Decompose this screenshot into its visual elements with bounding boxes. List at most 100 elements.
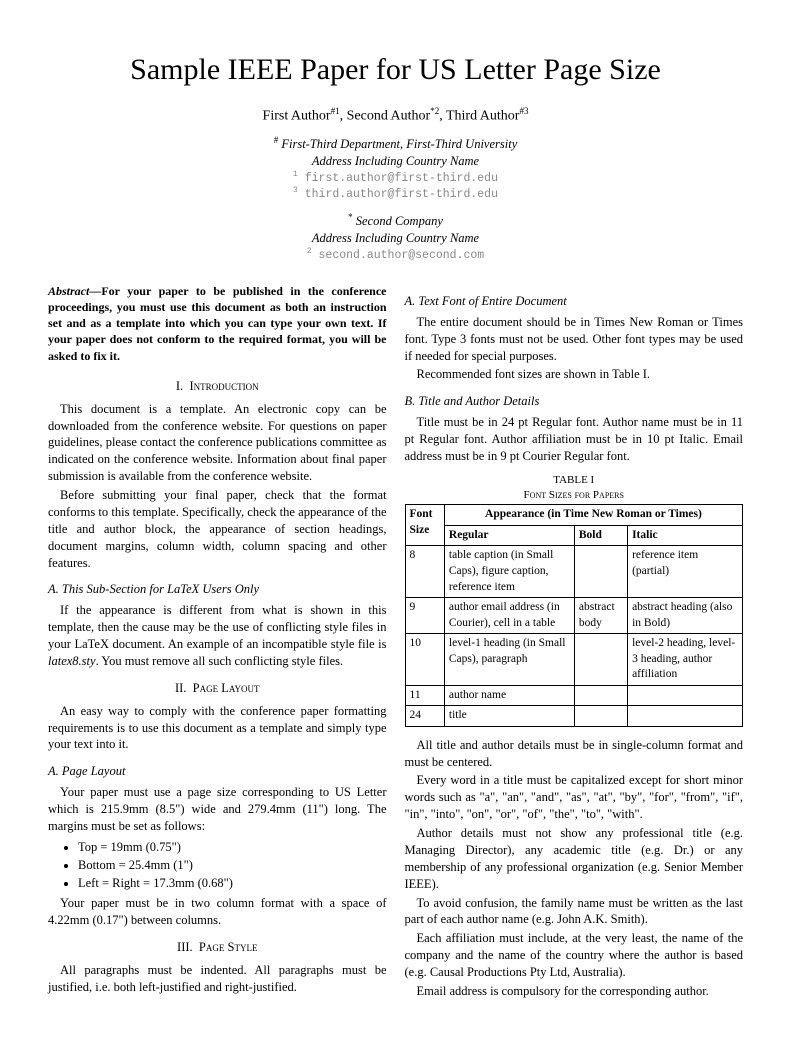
cell-size: 8	[405, 546, 444, 598]
cell-italic: abstract heading (also in Bold)	[628, 598, 743, 634]
aff1-line1: First-Third Department, First-Third Univ…	[281, 137, 517, 151]
s3B-p5: To avoid confusion, the family name must…	[405, 895, 744, 929]
cell-regular: author name	[444, 685, 574, 706]
s3B-p4: Author details must not show any profess…	[405, 825, 744, 893]
sep: ,	[439, 108, 446, 123]
email3: third.author@first-third.edu	[305, 188, 498, 201]
sep: ,	[340, 108, 347, 123]
cell-size: 10	[405, 634, 444, 686]
email1: first.author@first-third.edu	[305, 172, 498, 185]
th-appearance: Appearance (in Time New Roman or Times)	[444, 505, 742, 526]
author-1: First Author	[263, 108, 331, 123]
abstract-label: Abstract—	[48, 284, 101, 298]
author-3-sup: #3	[519, 106, 528, 116]
table-header-row-1: Font Size Appearance (in Time New Roman …	[405, 505, 743, 526]
cell-size: 9	[405, 598, 444, 634]
s3B-p6: Each affiliation must include, at the ve…	[405, 930, 744, 981]
section-2-heading: II. Page Layout	[48, 680, 387, 697]
author-line: First Author#1, Second Author*2, Third A…	[48, 105, 743, 127]
section-3-title: Page Style	[199, 940, 258, 954]
cell-regular: title	[444, 706, 574, 727]
left-column: Abstract—For your paper to be published …	[48, 283, 387, 1002]
th-bold: Bold	[574, 525, 627, 546]
section-2-num: II.	[175, 681, 186, 695]
section-3-num: III.	[177, 940, 193, 954]
cell-size: 24	[405, 706, 444, 727]
margins-list: Top = 19mm (0.75") Bottom = 25.4mm (1") …	[78, 839, 387, 892]
s3B-p2: All title and author details must be in …	[405, 737, 744, 771]
section-1-heading: I. Introduction	[48, 378, 387, 395]
s3A-p1: The entire document should be in Times N…	[405, 314, 744, 365]
s3B-p3: Every word in a title must be capitalize…	[405, 772, 744, 823]
two-column-body: Abstract—For your paper to be published …	[48, 283, 743, 1002]
aff2-line1: Second Company	[356, 214, 443, 228]
section-3B-heading: B. Title and Author Details	[405, 393, 744, 410]
table-caption: TABLE I Font Sizes for Papers	[405, 473, 744, 503]
section-1-num: I.	[176, 379, 183, 393]
s2A-p1: Your paper must use a page size correspo…	[48, 784, 387, 835]
s1A-styfile: latex8.sty	[48, 654, 96, 668]
author-2-sup: *2	[430, 106, 439, 116]
table-row: 9 author email address (in Courier), cel…	[405, 598, 743, 634]
table-row: 10 level-1 heading (in Small Caps), para…	[405, 634, 743, 686]
aff2-line2: Address Including Country Name	[48, 230, 743, 247]
th-regular: Regular	[444, 525, 574, 546]
cell-regular: table caption (in Small Caps), figure ca…	[444, 546, 574, 598]
s1A-p1: If the appearance is different from what…	[48, 602, 387, 670]
section-2A-heading: A. Page Layout	[48, 763, 387, 780]
affiliation-1: # First-Third Department, First-Third Un…	[48, 134, 743, 203]
cell-italic	[628, 706, 743, 727]
email2: second.author@second.com	[319, 248, 485, 261]
s1A-p1b: . You must remove all such conflicting s…	[96, 654, 344, 668]
cell-regular: level-1 heading (in Small Caps), paragra…	[444, 634, 574, 686]
cell-bold	[574, 634, 627, 686]
cell-italic: level-2 heading, level-3 heading, author…	[628, 634, 743, 686]
author-1-sup: #1	[331, 106, 340, 116]
right-column: A. Text Font of Entire Document The enti…	[405, 283, 744, 1002]
author-2: Second Author	[347, 108, 431, 123]
table-header-row-2: Regular Bold Italic	[405, 525, 743, 546]
th-italic: Italic	[628, 525, 743, 546]
table-caption-txt: Font Sizes for Papers	[405, 488, 744, 503]
s1-p2: Before submitting your final paper, chec…	[48, 487, 387, 571]
aff1-sup: #	[274, 135, 279, 145]
section-3-heading: III. Page Style	[48, 939, 387, 956]
email3-sup: 3	[293, 186, 298, 195]
s2-p1: An easy way to comply with the conferenc…	[48, 703, 387, 754]
table-row: 24 title	[405, 706, 743, 727]
s2A-p2: Your paper must be in two column format …	[48, 895, 387, 929]
cell-bold	[574, 546, 627, 598]
s3A-p2: Recommended font sizes are shown in Tabl…	[405, 366, 744, 383]
table-caption-num: TABLE I	[405, 473, 744, 488]
cell-size: 11	[405, 685, 444, 706]
th-fontsize: Font Size	[405, 505, 444, 546]
email2-sup: 2	[307, 247, 312, 256]
cell-bold: abstract body	[574, 598, 627, 634]
section-3A-heading: A. Text Font of Entire Document	[405, 293, 744, 310]
cell-italic	[628, 685, 743, 706]
aff1-line2: Address Including Country Name	[48, 153, 743, 170]
cell-bold	[574, 706, 627, 727]
cell-italic: reference item (partial)	[628, 546, 743, 598]
margin-top-item: Top = 19mm (0.75")	[78, 839, 387, 856]
table-row: 11 author name	[405, 685, 743, 706]
s3-p1: All paragraphs must be indented. All par…	[48, 962, 387, 996]
author-3: Third Author	[446, 108, 520, 123]
section-2-title: Page Layout	[193, 681, 260, 695]
email1-sup: 1	[293, 170, 298, 179]
cell-bold	[574, 685, 627, 706]
s1-p1: This document is a template. An electron…	[48, 401, 387, 485]
s3B-p1: Title must be in 24 pt Regular font. Aut…	[405, 414, 744, 465]
margin-lr-item: Left = Right = 17.3mm (0.68")	[78, 875, 387, 892]
margin-bottom-item: Bottom = 25.4mm (1")	[78, 857, 387, 874]
s1A-p1a: If the appearance is different from what…	[48, 603, 387, 651]
cell-regular: author email address (in Courier), cell …	[444, 598, 574, 634]
font-sizes-table: Font Size Appearance (in Time New Roman …	[405, 504, 744, 726]
abstract-block: Abstract—For your paper to be published …	[48, 283, 387, 364]
affiliation-2: * Second Company Address Including Count…	[48, 211, 743, 263]
aff2-sup: *	[348, 212, 353, 222]
table-row: 8 table caption (in Small Caps), figure …	[405, 546, 743, 598]
paper-title: Sample IEEE Paper for US Letter Page Siz…	[48, 50, 743, 91]
s3B-p7: Email address is compulsory for the corr…	[405, 983, 744, 1000]
section-1A-heading: A. This Sub-Section for LaTeX Users Only	[48, 581, 387, 598]
